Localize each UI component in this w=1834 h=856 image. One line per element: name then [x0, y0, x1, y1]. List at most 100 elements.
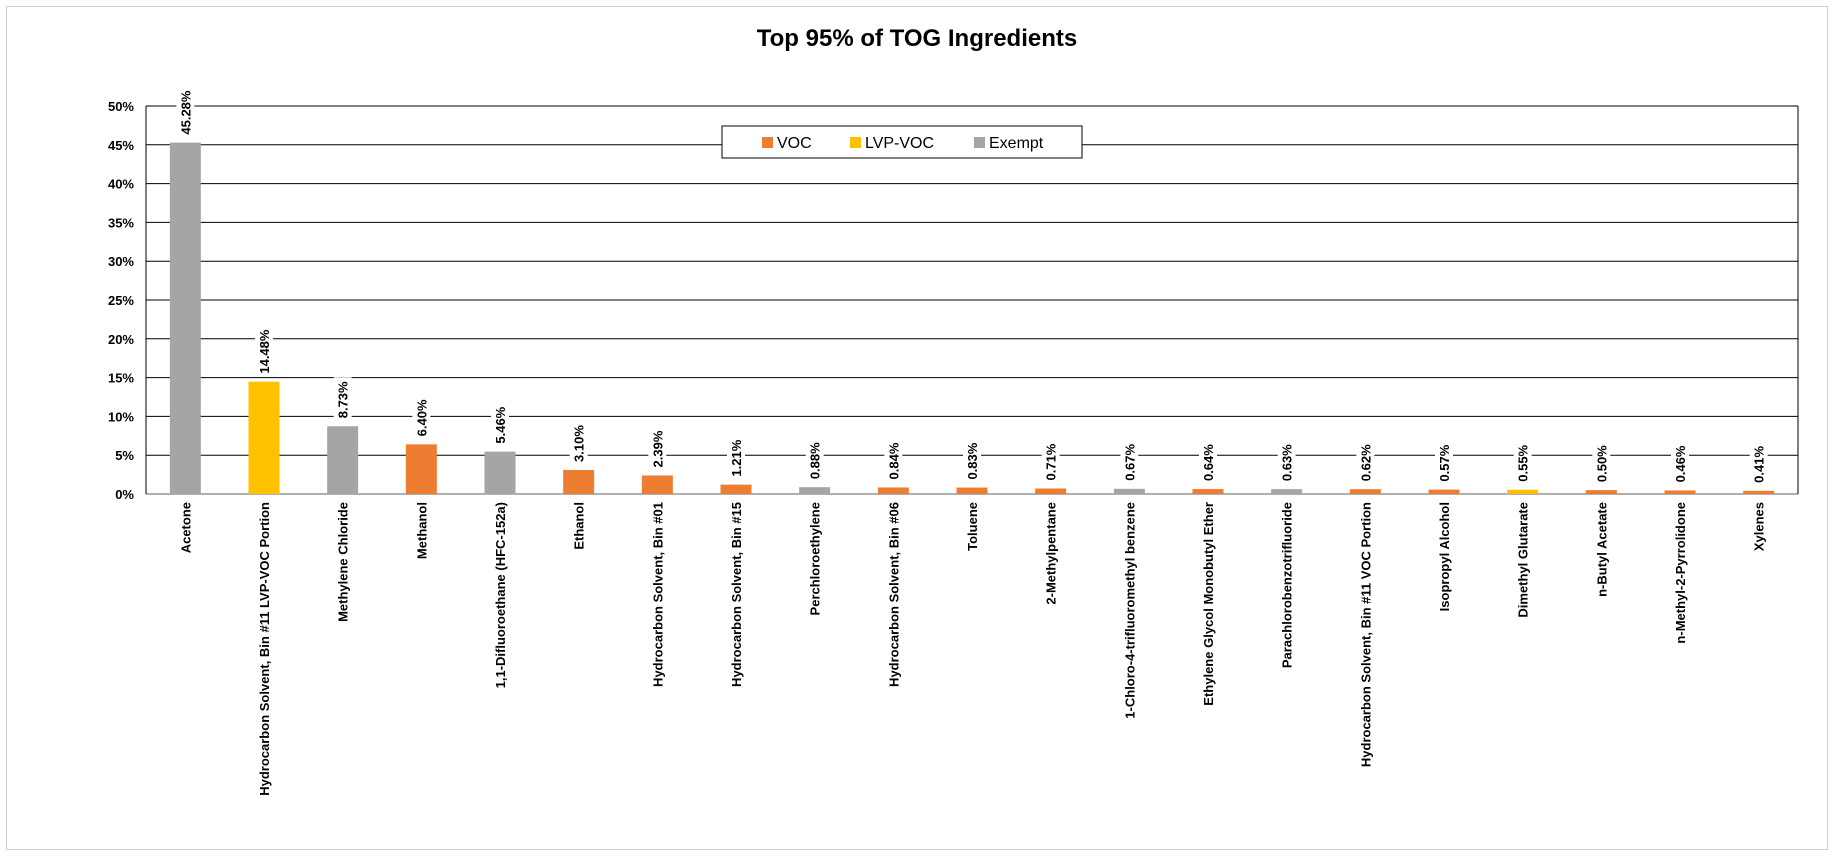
data-label-bg — [491, 402, 509, 447]
category-label-12: 2-Methylpentane — [1044, 502, 1059, 605]
data-label-8: 1.21% — [729, 439, 744, 476]
category-label-17: Isopropyl Alcohol — [1437, 502, 1452, 611]
y-tick-label: 20% — [108, 332, 134, 347]
bar-7 — [641, 475, 673, 494]
data-labels: 45.28% 14.48% 8.73% 6.40% 5.46% 3.10% 2.39% 1.2… — [176, 86, 1768, 486]
data-label-bg — [1513, 440, 1532, 485]
y-tick-label: 50% — [108, 99, 134, 114]
x-axis-categories: Acetone Hydrocarbon Solvent, Bin #11 LVP-… — [178, 502, 1766, 796]
bar-21 — [1743, 490, 1775, 494]
data-label-20: 0.46% — [1673, 445, 1688, 482]
bar-3 — [327, 426, 359, 494]
data-label-bg — [1671, 441, 1689, 486]
category-label-8: Hydrocarbon Solvent, Bin #15 — [729, 502, 744, 687]
y-tick-label: 45% — [108, 138, 134, 153]
y-axis-ticks: 0% 5% 10% 15% 20% 25% 30% 35% 40% 45% 50% — [108, 99, 134, 502]
chart-title: Top 95% of TOG Ingredients — [757, 25, 1077, 52]
category-label-13: 1-Chloro-4-trifluoromethyl benzene — [1122, 502, 1137, 719]
bar-18 — [1507, 489, 1539, 494]
data-label-bg — [884, 438, 903, 483]
data-label-5: 5.46% — [493, 406, 508, 443]
legend-label-3: Exempt — [989, 135, 1044, 152]
gridlines — [145, 105, 1799, 495]
y-tick-label: 0% — [115, 487, 134, 502]
data-label-bg — [648, 426, 667, 471]
data-label-bg — [333, 377, 352, 422]
y-tick-label: 40% — [108, 177, 134, 192]
data-label-bg — [1041, 439, 1060, 484]
data-label-10: 0.84% — [886, 442, 901, 479]
data-label-18: 0.55% — [1516, 444, 1531, 481]
category-label-14: Ethylene Glycol Monobutyl Ether — [1201, 502, 1216, 706]
category-label-3: Methylene Chloride — [336, 502, 351, 622]
y-tick-label: 15% — [108, 371, 134, 386]
category-label-11: Toluene — [965, 502, 980, 551]
data-label-bg — [1592, 441, 1611, 486]
category-label-18: Dimethyl Glutarate — [1516, 502, 1531, 618]
bar-8 — [720, 484, 752, 494]
bar-13 — [1113, 488, 1145, 494]
y-tick-label: 10% — [108, 409, 134, 424]
data-label-13: 0.67% — [1122, 443, 1137, 480]
data-label-bg — [1749, 441, 1768, 486]
data-label-1: 45.28% — [178, 90, 193, 135]
data-label-bg — [805, 438, 824, 483]
data-label-19: 0.50% — [1594, 445, 1609, 482]
data-label-bg — [255, 325, 273, 377]
category-label-10: Hydrocarbon Solvent, Bin #06 — [886, 502, 901, 687]
bar-16 — [1349, 489, 1381, 494]
data-label-bg — [569, 420, 588, 465]
legend: VOC LVP-VOC Exempt — [721, 125, 1083, 159]
data-label-2: 14.48% — [257, 329, 272, 374]
bar-1 — [169, 142, 201, 494]
legend-box — [721, 125, 1083, 159]
category-label-16: Hydrocarbon Solvent, Bin #11 VOC Portion — [1358, 502, 1373, 767]
bar-11 — [956, 487, 988, 494]
legend-swatch-3 — [974, 137, 985, 148]
data-label-17: 0.57% — [1437, 444, 1452, 481]
bar-12 — [1035, 488, 1067, 494]
y-tick-label: 25% — [108, 293, 134, 308]
bars — [169, 142, 1775, 494]
data-label-bg — [176, 86, 195, 138]
bar-20 — [1664, 490, 1696, 494]
data-label-6: 3.10% — [572, 425, 587, 462]
data-label-12: 0.71% — [1044, 443, 1059, 480]
category-label-5: 1,1-Difluoroethane (HFC-152a) — [493, 502, 508, 688]
data-label-bg — [1120, 439, 1139, 484]
data-label-bg — [1277, 440, 1296, 485]
category-label-7: Hydrocarbon Solvent, Bin #01 — [650, 502, 665, 687]
legend-label-1: VOC — [777, 135, 812, 152]
category-label-1: Acetone — [178, 502, 193, 553]
category-label-15: Parachlorobenzotrifluoride — [1280, 502, 1295, 668]
bar-9 — [799, 487, 831, 494]
bar-5 — [484, 451, 516, 494]
bar-10 — [877, 487, 909, 494]
data-label-bg — [1199, 440, 1217, 485]
category-label-20: n-Methyl-2-Pyrrolidone — [1673, 502, 1688, 644]
data-label-9: 0.88% — [808, 442, 823, 479]
data-label-bg — [412, 395, 431, 440]
y-tick-label: 35% — [108, 215, 134, 230]
bar-2 — [248, 381, 280, 494]
data-label-21: 0.41% — [1752, 446, 1767, 483]
data-label-4: 6.40% — [414, 399, 429, 436]
bar-17 — [1428, 489, 1460, 494]
y-tick-label: 5% — [115, 448, 134, 463]
data-label-3: 8.73% — [336, 381, 351, 418]
category-label-2: Hydrocarbon Solvent, Bin #11 LVP-VOC Por… — [257, 502, 272, 796]
data-label-14: 0.64% — [1201, 444, 1216, 481]
category-label-6: Ethanol — [572, 502, 587, 550]
category-label-21: Xylenes — [1752, 502, 1767, 551]
y-tick-label: 30% — [108, 254, 134, 269]
data-label-16: 0.62% — [1358, 444, 1373, 481]
data-label-bg — [1435, 440, 1453, 485]
legend-label-2: LVP-VOC — [865, 135, 934, 152]
bar-4 — [405, 444, 437, 494]
legend-swatch-1 — [762, 137, 773, 148]
data-label-bg — [963, 438, 981, 483]
data-label-11: 0.83% — [965, 442, 980, 479]
legend-swatch-2 — [850, 137, 861, 148]
data-label-15: 0.63% — [1280, 444, 1295, 481]
